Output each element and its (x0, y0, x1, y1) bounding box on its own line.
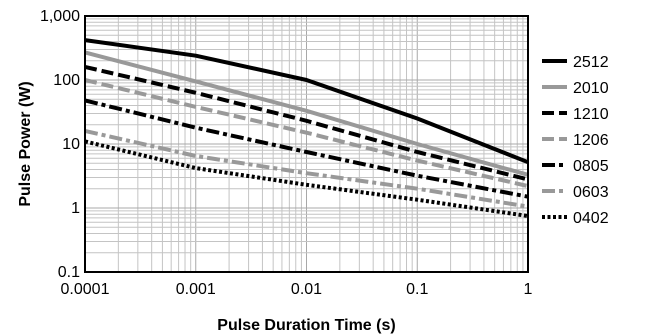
x-tick-label: 0.0001 (61, 281, 110, 298)
series-line-2512 (84, 38, 529, 165)
legend-label-2010: 2010 (573, 80, 609, 97)
x-tick-label: 1 (524, 281, 533, 298)
series-line-0603 (84, 128, 529, 209)
series-line-0805 (84, 98, 529, 199)
legend-label-2512: 2512 (573, 54, 609, 71)
series-line-0402 (84, 139, 529, 218)
legend-label-0402: 0402 (573, 210, 609, 227)
x-tick-labels: 0.0001 0.001 0.01 0.1 1 (61, 281, 533, 298)
series-line-2010 (84, 50, 529, 177)
y-tick-label: 1 (71, 200, 80, 217)
legend: 2512 2010 1210 1206 0805 0603 0402 (542, 54, 609, 227)
series-line-1210 (84, 64, 529, 182)
legend-label-0805: 0805 (573, 158, 609, 175)
y-tick-label: 1,000 (40, 8, 80, 25)
y-tick-label: 0.1 (58, 264, 80, 281)
x-tick-label: 0.001 (176, 281, 216, 298)
y-tick-labels: 0.1 1 10 100 1,000 (40, 8, 80, 281)
legend-label-1206: 1206 (573, 132, 609, 149)
legend-label-1210: 1210 (573, 106, 609, 123)
y-tick-label: 100 (53, 72, 80, 89)
series-lines (84, 38, 529, 218)
y-tick-label: 10 (62, 136, 80, 153)
y-axis-title: Pulse Power (W) (17, 81, 34, 206)
legend-label-0603: 0603 (573, 184, 609, 201)
x-axis-title: Pulse Duration Time (s) (217, 317, 395, 334)
plot-frame (84, 15, 529, 273)
x-tick-label: 0.01 (291, 281, 322, 298)
x-tick-label: 0.1 (406, 281, 428, 298)
series-line-1206 (84, 78, 529, 189)
